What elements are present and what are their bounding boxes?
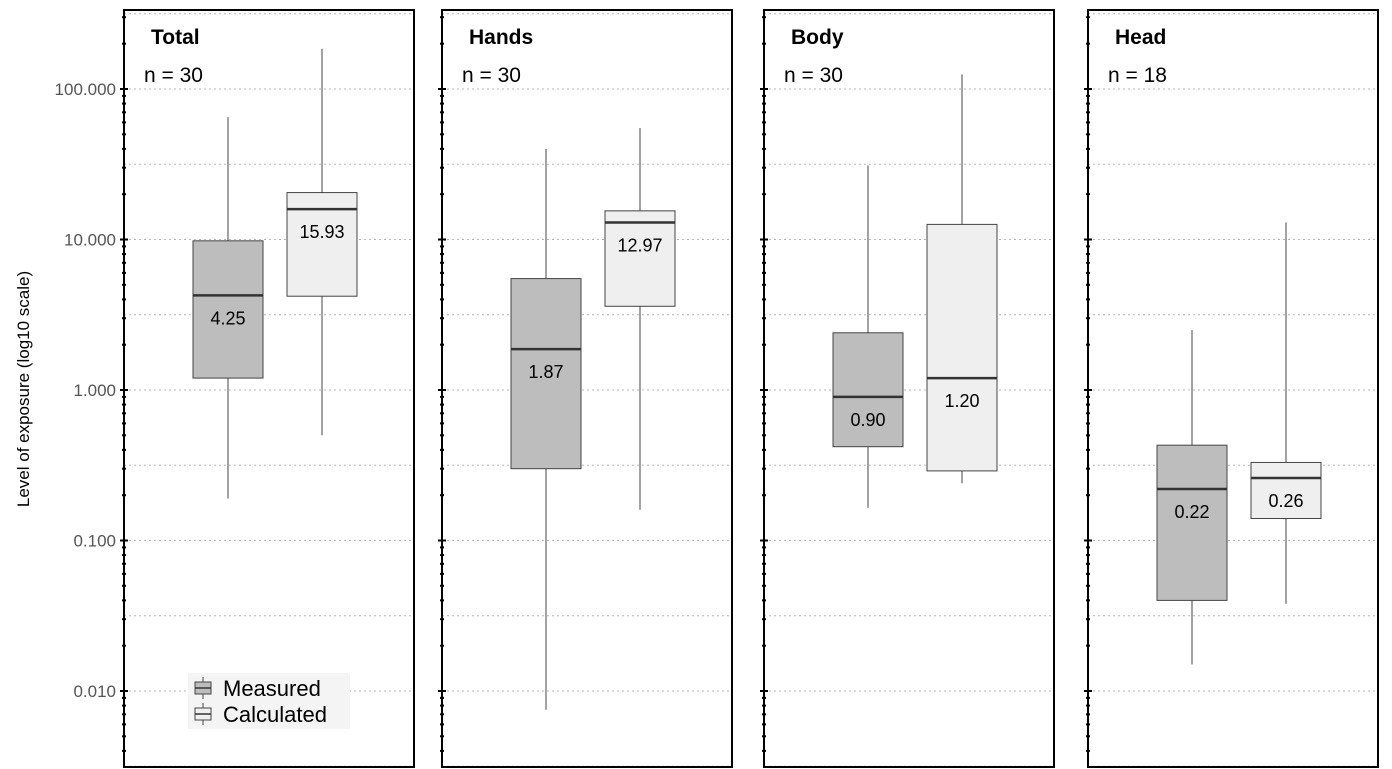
legend-label: Measured	[223, 676, 321, 701]
panel-total: 4.25 15.93 Total n = 30	[120, 9, 415, 768]
panel-title: Total	[151, 26, 200, 49]
box-iqr	[192, 240, 264, 379]
panel-title: Body	[791, 26, 844, 49]
median-label: 15.93	[299, 222, 344, 242]
median-label: 1.87	[528, 362, 563, 382]
box-iqr	[832, 332, 904, 448]
panel-hands: 1.87 12.97 Hands n = 30	[438, 9, 733, 768]
box-iqr	[510, 278, 582, 470]
panel-n-label: n = 18	[1108, 64, 1167, 87]
y-tick-label: 100.000	[55, 80, 116, 99]
y-axis-label: Level of exposure (log10 scale)	[14, 271, 33, 507]
legend-key-measured	[194, 677, 212, 699]
legend-background	[188, 673, 350, 729]
legend-label: Calculated	[223, 702, 327, 727]
median-label: 4.25	[210, 308, 245, 328]
panel-body: 0.90 1.20 Body n = 30	[760, 9, 1055, 768]
box-hands-calculated: 12.97	[604, 128, 676, 510]
median-label: 1.20	[944, 391, 979, 411]
box-hands-measured: 1.87	[510, 148, 582, 710]
median-label: 0.90	[850, 410, 885, 430]
box-head-calculated: 0.26	[1250, 222, 1322, 604]
panel-n-label: n = 30	[462, 64, 521, 87]
box-total-measured: 4.25	[192, 117, 264, 499]
y-tick-label: 1.000	[73, 381, 116, 400]
box-iqr	[1156, 444, 1228, 601]
median-label: 12.97	[617, 236, 662, 256]
box-body-calculated: 1.20	[926, 74, 998, 484]
panels-group: 4.25 15.93 Total n = 30 1.87 12.97 Hands n = 30…	[55, 9, 1379, 768]
panel-head: 0.22 0.26 Head n = 18	[1084, 9, 1379, 768]
y-tick-label: 0.100	[73, 532, 116, 551]
box-total-calculated: 15.93	[286, 48, 358, 436]
panel-title: Head	[1115, 26, 1166, 49]
panel-title: Hands	[469, 26, 533, 49]
panel-n-label: n = 30	[144, 64, 203, 87]
panel-frame	[1087, 9, 1379, 768]
box-iqr	[604, 210, 676, 307]
y-axis: 0.010 0.100 1.000 10.000 100.000	[55, 80, 116, 701]
panel-n-label: n = 30	[784, 64, 843, 87]
box-iqr	[926, 223, 998, 472]
box-head-measured: 0.22	[1156, 330, 1228, 665]
legend-key-calculated	[194, 703, 212, 725]
y-tick-label: 10.000	[64, 231, 116, 250]
median-label: 0.22	[1174, 502, 1209, 522]
box-body-measured: 0.90	[832, 165, 904, 508]
y-tick-label: 0.010	[73, 682, 116, 701]
panel-frame	[123, 9, 415, 768]
box-iqr	[1250, 461, 1322, 520]
median-label: 0.26	[1268, 491, 1303, 511]
panel-frame	[763, 9, 1055, 768]
panel-frame	[441, 9, 733, 768]
